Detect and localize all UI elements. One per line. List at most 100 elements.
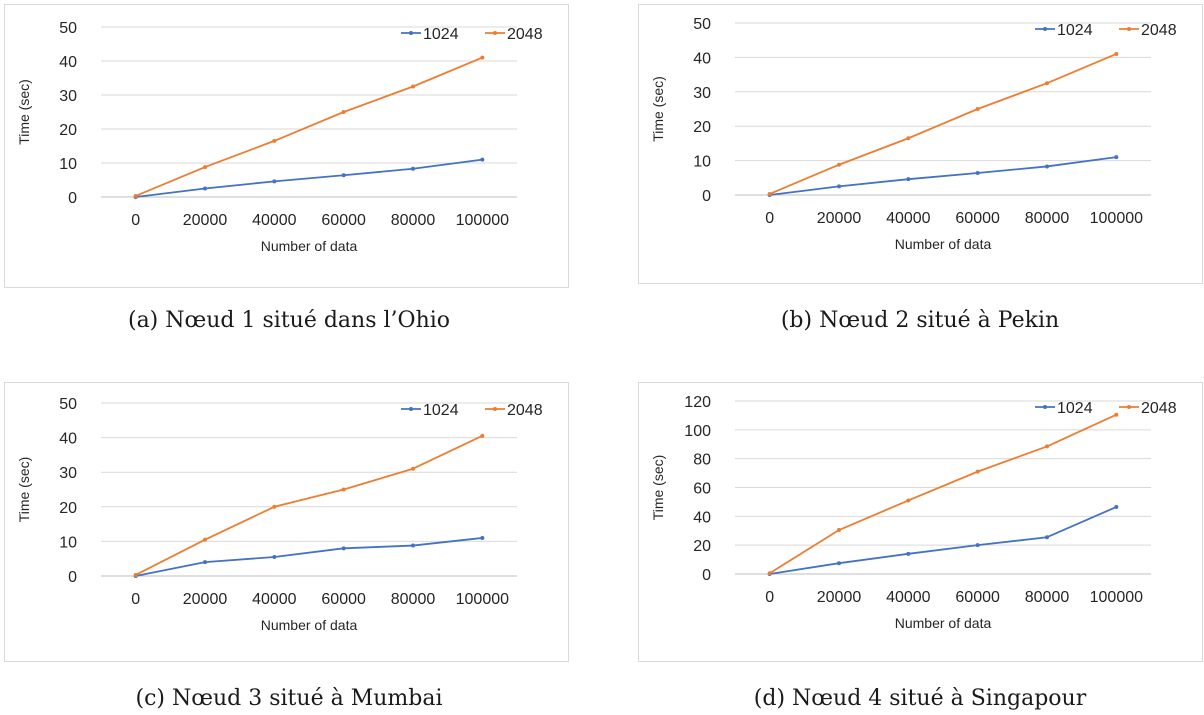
x-tick-label: 60000 bbox=[955, 589, 1000, 606]
y-tick-label: 60 bbox=[693, 481, 711, 498]
data-point-1024 bbox=[480, 535, 485, 540]
y-tick-label: 50 bbox=[59, 396, 77, 413]
data-point-1024 bbox=[341, 546, 346, 551]
data-point-2048 bbox=[1114, 51, 1119, 56]
x-tick-label: 0 bbox=[131, 212, 140, 229]
data-point-2048 bbox=[1114, 412, 1119, 417]
x-tick-label: 60000 bbox=[321, 591, 366, 608]
y-tick-label: 0 bbox=[702, 567, 711, 584]
y-tick-label: 50 bbox=[693, 16, 711, 33]
y-tick-label: 0 bbox=[68, 569, 77, 586]
data-point-1024 bbox=[1114, 504, 1119, 509]
legend-label-1024: 1024 bbox=[423, 402, 459, 419]
data-point-2048 bbox=[1045, 81, 1049, 86]
chart-panel-d: 0 20 40 60 80 100 120 0 20000 40000 60000 80000 1000… bbox=[638, 382, 1203, 662]
x-tick-label: 20000 bbox=[817, 210, 862, 227]
x-axis-label: Number of data bbox=[261, 617, 358, 633]
line-chart-d: 0 20 40 60 80 100 120 0 20000 40000 60000 80000 1000… bbox=[650, 394, 1177, 631]
x-tick-label: 0 bbox=[131, 591, 140, 608]
legend-marker-1024 bbox=[409, 407, 413, 411]
caption-d: (d) Nœud 4 situé à Singapour bbox=[753, 686, 1087, 711]
y-axis-label: Time (sec) bbox=[650, 455, 666, 521]
series-line-1024 bbox=[135, 158, 483, 198]
data-point-2048 bbox=[272, 138, 277, 143]
data-point-2048 bbox=[272, 504, 277, 509]
data-point-1024 bbox=[837, 561, 841, 566]
data-point-2048 bbox=[133, 572, 138, 577]
x-tick-label: 40000 bbox=[886, 210, 931, 227]
y-tick-label: 10 bbox=[59, 534, 77, 551]
series-line-2048 bbox=[135, 435, 483, 576]
data-point-2048 bbox=[767, 191, 772, 196]
data-point-1024 bbox=[480, 157, 485, 162]
legend-marker-1024 bbox=[1043, 405, 1047, 409]
legend-marker-1024 bbox=[409, 31, 413, 35]
series-line-1024 bbox=[769, 156, 1117, 196]
y-tick-label: 0 bbox=[702, 188, 711, 205]
y-tick-label: 40 bbox=[59, 54, 77, 71]
legend-marker-2048 bbox=[1127, 405, 1131, 409]
data-point-2048 bbox=[480, 55, 485, 60]
data-point-1024 bbox=[906, 551, 911, 556]
chart-panel-b: 0 10 20 30 40 50 0 20000 40000 60000 80000 100000 Nu… bbox=[638, 4, 1203, 284]
y-tick-label: 30 bbox=[693, 85, 711, 102]
x-tick-label: 100000 bbox=[456, 591, 509, 608]
y-axis-label: Time (sec) bbox=[16, 457, 32, 523]
x-tick-label: 20000 bbox=[817, 589, 862, 606]
y-tick-label: 0 bbox=[68, 190, 77, 207]
line-chart-b: 0 10 20 30 40 50 0 20000 40000 60000 80000 100000 Nu… bbox=[650, 16, 1177, 252]
legend-label-2048: 2048 bbox=[507, 26, 543, 43]
data-point-1024 bbox=[837, 184, 841, 189]
legend-label-1024: 1024 bbox=[1057, 400, 1093, 417]
x-tick-label: 20000 bbox=[183, 591, 228, 608]
data-point-1024 bbox=[975, 170, 980, 175]
y-tick-label: 50 bbox=[59, 20, 77, 37]
data-point-1024 bbox=[341, 173, 346, 178]
x-axis-label: Number of data bbox=[895, 236, 992, 252]
data-point-2048 bbox=[411, 466, 415, 471]
x-tick-label: 80000 bbox=[391, 212, 436, 229]
legend-label-2048: 2048 bbox=[507, 402, 543, 419]
legend-marker-2048 bbox=[493, 407, 497, 411]
legend-label-1024: 1024 bbox=[423, 26, 459, 43]
data-point-2048 bbox=[480, 433, 485, 438]
y-tick-label: 100 bbox=[684, 423, 711, 440]
x-tick-label: 0 bbox=[765, 210, 774, 227]
x-axis-label: Number of data bbox=[895, 615, 992, 631]
chart-panel-a: 0 10 20 30 40 50 0 20000 40000 60000 80000 100000 Nu… bbox=[4, 4, 569, 288]
line-chart-c: 0 10 20 30 40 50 0 20000 40000 60000 80000 100000 Nu… bbox=[16, 396, 543, 633]
caption-b: (b) Nœud 2 situé à Pekin bbox=[780, 308, 1060, 333]
data-point-2048 bbox=[906, 498, 911, 503]
data-point-2048 bbox=[1045, 444, 1049, 449]
y-tick-label: 20 bbox=[59, 122, 77, 139]
x-tick-label: 80000 bbox=[391, 591, 436, 608]
y-tick-label: 120 bbox=[684, 394, 711, 411]
y-tick-label: 20 bbox=[693, 119, 711, 136]
data-point-2048 bbox=[975, 469, 980, 474]
legend-label-2048: 2048 bbox=[1141, 22, 1177, 39]
data-point-1024 bbox=[272, 554, 277, 559]
y-tick-label: 80 bbox=[693, 452, 711, 469]
x-tick-label: 40000 bbox=[252, 212, 297, 229]
data-point-2048 bbox=[411, 84, 415, 89]
x-tick-label: 80000 bbox=[1025, 589, 1070, 606]
data-point-2048 bbox=[133, 193, 138, 198]
legend-label-2048: 2048 bbox=[1141, 400, 1177, 417]
series-line-2048 bbox=[769, 53, 1117, 195]
y-tick-label: 40 bbox=[693, 509, 711, 526]
data-point-1024 bbox=[203, 560, 207, 565]
y-tick-label: 10 bbox=[59, 156, 77, 173]
data-point-2048 bbox=[341, 110, 346, 114]
x-tick-label: 20000 bbox=[183, 212, 228, 229]
data-point-1024 bbox=[1114, 155, 1119, 160]
data-point-1024 bbox=[411, 166, 415, 171]
x-tick-label: 60000 bbox=[955, 210, 1000, 227]
x-tick-label: 100000 bbox=[456, 212, 509, 229]
y-axis-label: Time (sec) bbox=[650, 76, 666, 142]
caption-c: (c) Nœud 3 situé à Mumbai bbox=[135, 686, 443, 711]
x-axis-label: Number of data bbox=[261, 238, 358, 254]
x-tick-label: 100000 bbox=[1090, 210, 1143, 227]
series-line-1024 bbox=[135, 537, 483, 577]
data-point-1024 bbox=[1045, 164, 1049, 169]
y-tick-label: 30 bbox=[59, 88, 77, 105]
